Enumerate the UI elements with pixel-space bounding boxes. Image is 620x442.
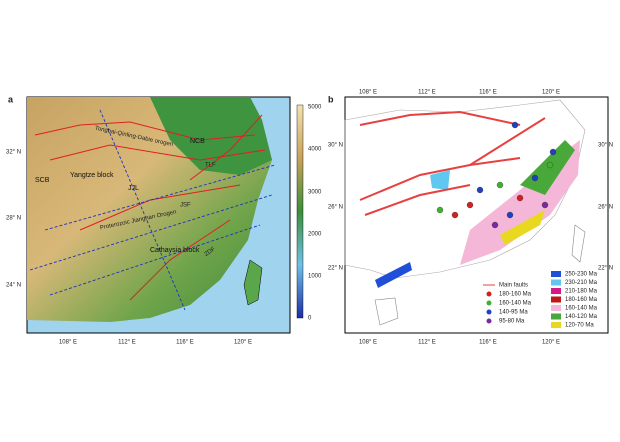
legend-box [551,271,561,277]
map-label: JJL [128,185,139,192]
legend-box [551,296,561,303]
granite-zone [500,210,545,245]
colorbar [296,104,304,319]
granite-zone [520,140,575,195]
faults [34,114,266,301]
legend-text: 160-140 Ma [565,306,598,312]
lat-label: 26° N [328,205,343,211]
legend-dot [486,318,492,324]
legend-text: 180-160 Ma [565,297,598,303]
coastline [344,99,586,279]
legend-text: 120-70 Ma [565,323,594,329]
lon-label: 120° E [234,340,252,346]
legend-box [551,288,561,294]
lon-label: 112° E [418,90,436,96]
legend-text: 210-180 Ma [565,289,598,295]
legend-text: 140-120 Ma [565,314,598,320]
legend-text: 140-95 Ma [499,310,528,316]
lon-label: 116° E [176,340,194,346]
map-label: SCB [35,177,50,184]
legend: Main faults 180-160 Ma 160-140 Ma 140-95… [483,271,598,329]
panel-label: b [328,94,334,104]
legend-text: 230-210 Ma [565,280,598,286]
legend-box [551,313,561,320]
legend-text: Main faults [499,283,528,289]
lon-label: 116° E [479,90,497,96]
lon-label: 120° E [542,340,560,346]
colorbar-tick: 2000 [308,232,322,238]
map-label: TLF [205,163,216,169]
colorbar-tick: 5000 [308,105,322,111]
lon-label: 120° E [542,90,560,96]
legend-box [551,322,561,328]
lon-label: 108° E [59,340,77,346]
lat-label: 22° N [598,266,613,272]
lat-label: 30° N [598,143,613,149]
lowland [150,97,272,175]
lon-label: 112° E [418,340,436,346]
map-label: ZDF [204,246,217,258]
legend-dot [486,300,492,306]
granite-zone [430,170,450,190]
main-faults [359,110,546,216]
granite-zone [375,262,412,288]
lat-label: 32° N [6,150,21,156]
legend-dot [486,309,492,315]
lat-label: 30° N [328,143,343,149]
legend-text: 95-80 Ma [499,319,525,325]
colorbar-tick: 3000 [308,190,322,196]
profiles [29,109,276,311]
colorbar-tick: 1000 [308,274,322,280]
map-label: Yangtze block [70,172,114,179]
legend-dot [486,291,492,297]
lat-label: 26° N [598,205,613,211]
panel-a: a 32° N 28° N 24° N 108° E 112° E 116° E… [6,94,322,345]
lat-label: 22° N [328,266,343,272]
lat-label: 28° N [6,216,21,222]
lon-label: 108° E [359,340,377,346]
colorbar-tick: 0 [308,316,312,322]
sample-dots [436,121,557,229]
legend-box [551,279,561,286]
map-label: JSF [180,203,191,209]
legend-text: 160-140 Ma [499,301,532,307]
panel-label: a [8,94,14,104]
lon-label: 116° E [479,340,497,346]
legend-text: 180-160 Ma [499,292,532,298]
panel-b: b 108° E 112° E 116° E 120° E 108° E 112… [328,90,613,346]
lon-label: 112° E [118,340,136,346]
legend-box [551,305,561,311]
map-label: Cathaysia block [150,247,200,254]
island [374,297,399,326]
lon-label: 108° E [359,90,377,96]
map-frame [344,96,609,334]
island [243,259,263,306]
colorbar-tick: 4000 [308,147,322,153]
lat-label: 24° N [6,283,21,289]
island [571,224,586,263]
map-label: NCB [190,138,205,145]
legend-text: 250-230 Ma [565,272,598,278]
